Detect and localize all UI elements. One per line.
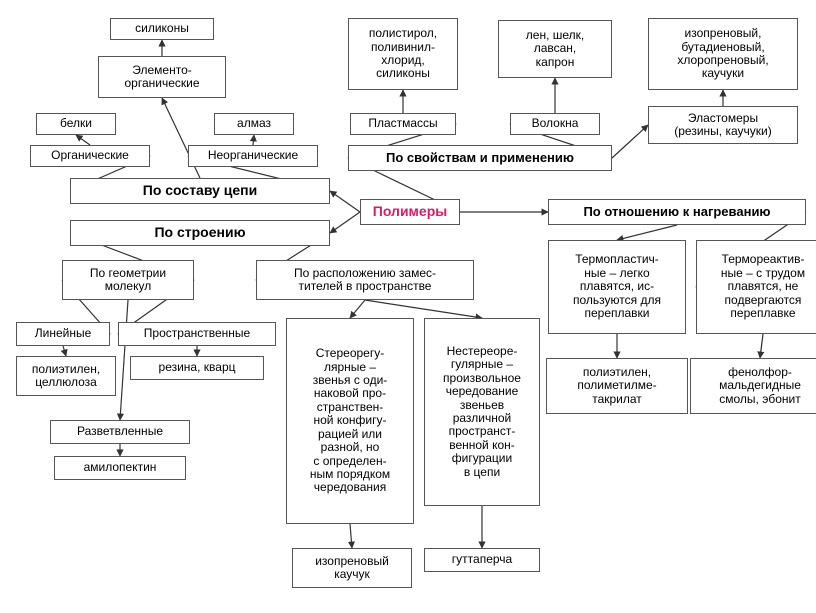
node-plast2: полистирол, поливинил- хлорид, силиконы xyxy=(348,18,458,90)
node-amil: амилопектин xyxy=(54,456,186,480)
node-organic: Органические xyxy=(30,145,150,167)
node-elast2: изопреновый, бутадиеновый, хлоропреновый… xyxy=(648,18,798,90)
node-fenol: фенолфор- мальдегидные смолы, эбонит xyxy=(690,358,816,414)
edge-stereo-izopr xyxy=(350,524,352,548)
node-pe_pmma: полиэтилен, полиметилме- такрилат xyxy=(546,358,688,414)
edge-organic-belki xyxy=(76,135,90,145)
edge-lin-pe_cell xyxy=(63,346,66,356)
node-gutta: гуттаперча xyxy=(424,548,540,572)
edge-props-elast xyxy=(612,125,648,158)
node-razv: Разветвленные xyxy=(50,420,190,444)
edge-raspol-stereo xyxy=(350,300,365,318)
edge-inorganic-almaz xyxy=(253,135,254,145)
node-belki: белки xyxy=(36,113,116,135)
node-lin: Линейные xyxy=(16,322,110,346)
node-inorganic: Неорганические xyxy=(188,145,318,167)
node-thermoreact: Термореактив- ные – с трудом плавятся, н… xyxy=(696,240,816,334)
node-silikony: силиконы xyxy=(110,18,214,40)
edge-raspol-nestereo xyxy=(365,300,482,318)
node-struct: По строению xyxy=(70,220,330,246)
node-elast: Эластомеры (резины, каучуки) xyxy=(648,106,798,144)
edge-thermoreact-fenol xyxy=(760,334,763,358)
node-volokna: Волокна xyxy=(510,113,600,135)
node-raspol: По расположению замес- тителей в простра… xyxy=(256,260,474,300)
node-heat: По отношению к нагреванию xyxy=(548,199,806,225)
node-elemorg: Элементо- органические xyxy=(98,56,226,98)
node-plast: Пластмассы xyxy=(350,113,456,135)
node-rezina: резина, кварц xyxy=(130,356,264,380)
node-almaz: алмаз xyxy=(214,113,294,135)
node-props: По свойствам и применению xyxy=(348,145,612,171)
node-stereo: Стереорегу- лярные – звенья с оди- наков… xyxy=(286,318,414,524)
node-thermoplast: Термопластич- ные – легко плавятся, ис- … xyxy=(548,240,686,334)
node-nestereo: Нестереоре- гулярные – произвольное чере… xyxy=(424,318,540,506)
node-comp: По составу цепи xyxy=(70,178,330,204)
node-volokna2: лен, шелк, лавсан, капрон xyxy=(498,20,612,78)
edge-geom-razv xyxy=(120,300,128,420)
node-izopr: изопреновый каучук xyxy=(292,548,412,588)
edge-root-comp xyxy=(330,191,360,212)
node-root: Полимеры xyxy=(360,199,460,225)
edge-heat-thermoplast xyxy=(617,225,677,240)
node-geom: По геометрии молекул xyxy=(62,260,194,300)
node-pe_cell: полиэтилен, целлюлоза xyxy=(16,356,116,396)
node-prost: Пространственные xyxy=(118,322,276,346)
edge-root-struct xyxy=(330,212,360,233)
